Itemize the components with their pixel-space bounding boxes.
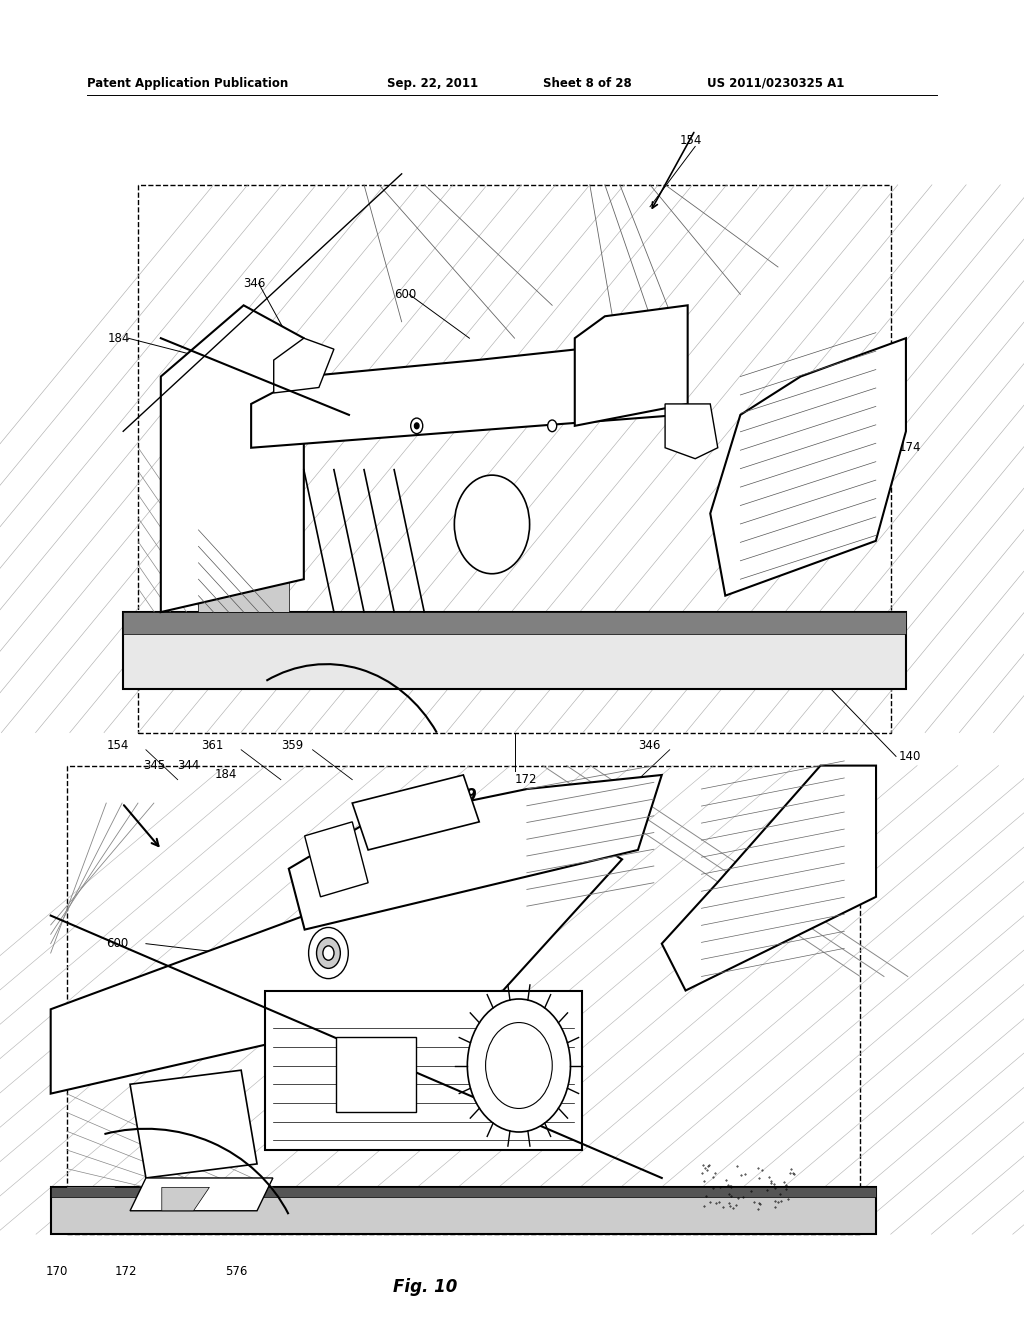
Polygon shape: [289, 775, 662, 929]
Text: 172: 172: [514, 772, 537, 785]
Polygon shape: [130, 1071, 257, 1177]
Circle shape: [485, 1023, 552, 1109]
Text: Fig. 9: Fig. 9: [424, 787, 477, 805]
Text: Sep. 22, 2011: Sep. 22, 2011: [387, 77, 478, 90]
Polygon shape: [161, 305, 304, 612]
Circle shape: [323, 946, 334, 960]
Circle shape: [316, 937, 340, 969]
Text: 600: 600: [106, 937, 128, 950]
Text: 346: 346: [244, 277, 266, 290]
Circle shape: [467, 999, 570, 1133]
Text: 346: 346: [638, 739, 660, 752]
Polygon shape: [662, 766, 877, 990]
Polygon shape: [273, 338, 334, 393]
Polygon shape: [130, 1177, 272, 1210]
Text: Patent Application Publication: Patent Application Publication: [87, 77, 289, 90]
Polygon shape: [51, 1188, 877, 1234]
Text: 359: 359: [281, 739, 303, 752]
Polygon shape: [51, 822, 622, 1093]
Polygon shape: [666, 404, 718, 459]
Bar: [138, 185, 891, 733]
Ellipse shape: [455, 475, 529, 574]
Text: 154: 154: [680, 135, 702, 148]
Polygon shape: [123, 612, 906, 634]
Text: 154: 154: [106, 739, 129, 752]
Text: 184: 184: [215, 768, 238, 781]
Polygon shape: [51, 1188, 877, 1197]
Polygon shape: [336, 1038, 416, 1113]
Polygon shape: [199, 513, 289, 612]
Bar: [67, 766, 860, 1234]
Text: Fig. 10: Fig. 10: [393, 1278, 457, 1296]
Polygon shape: [123, 612, 906, 689]
Text: 344: 344: [177, 759, 200, 772]
Text: 576: 576: [225, 1265, 248, 1278]
Text: 345: 345: [143, 759, 166, 772]
Circle shape: [548, 420, 557, 432]
Text: 361: 361: [202, 739, 224, 752]
Polygon shape: [265, 990, 583, 1150]
Circle shape: [415, 422, 419, 429]
Text: 174: 174: [899, 441, 922, 454]
Text: 172: 172: [115, 1265, 136, 1278]
Polygon shape: [305, 822, 369, 896]
Circle shape: [308, 928, 348, 978]
Circle shape: [411, 418, 423, 433]
Text: Sheet 8 of 28: Sheet 8 of 28: [543, 77, 632, 90]
Polygon shape: [711, 338, 906, 595]
Polygon shape: [352, 775, 479, 850]
Polygon shape: [251, 338, 680, 447]
Polygon shape: [574, 305, 688, 426]
Text: 600: 600: [394, 288, 417, 301]
Text: US 2011/0230325 A1: US 2011/0230325 A1: [707, 77, 844, 90]
Text: 184: 184: [108, 331, 130, 345]
Text: 140: 140: [899, 750, 922, 763]
Polygon shape: [162, 1188, 209, 1210]
Text: 170: 170: [46, 1265, 69, 1278]
